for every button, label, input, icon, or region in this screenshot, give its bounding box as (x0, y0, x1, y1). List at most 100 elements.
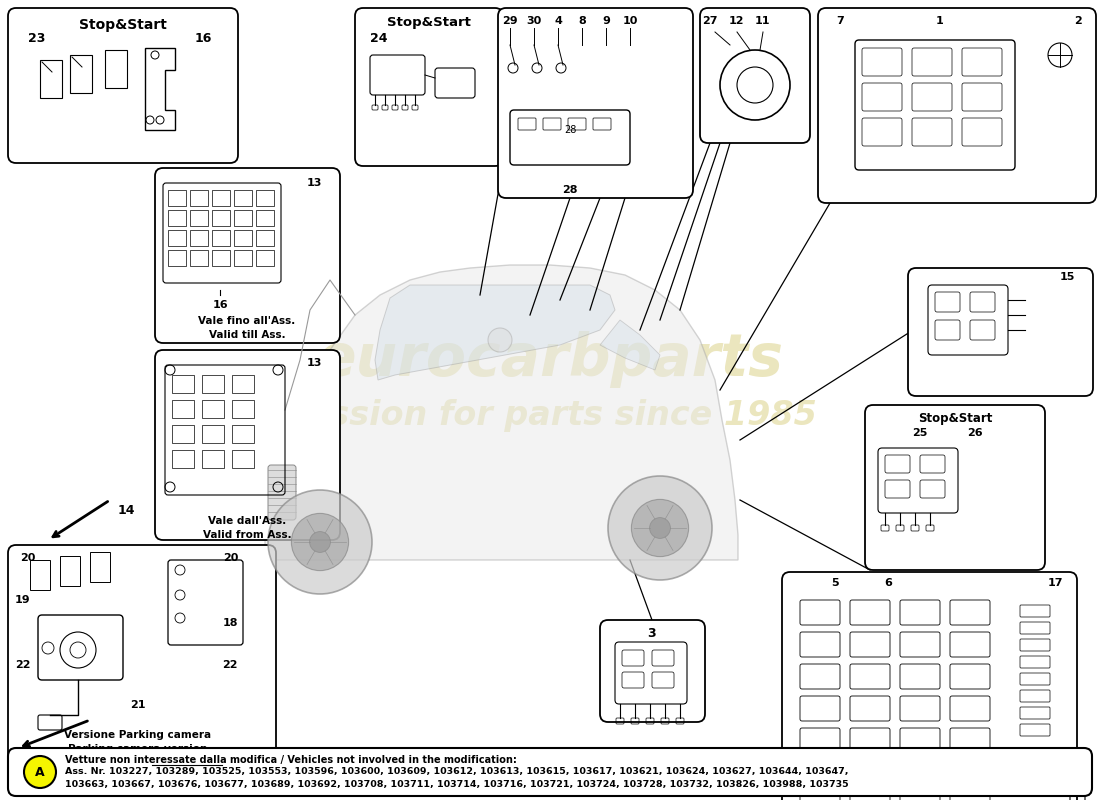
Text: 29: 29 (503, 16, 518, 26)
FancyBboxPatch shape (355, 8, 503, 166)
Bar (190, 190, 208, 206)
Text: 20: 20 (20, 553, 35, 563)
Bar (256, 210, 274, 226)
Text: 13: 13 (307, 178, 322, 188)
Bar (190, 250, 208, 266)
Bar (232, 425, 254, 443)
Bar (256, 250, 274, 266)
FancyBboxPatch shape (8, 545, 276, 760)
Text: Stop&Start: Stop&Start (917, 412, 992, 425)
Bar (190, 230, 208, 246)
Text: Stop&Start: Stop&Start (79, 18, 167, 32)
FancyBboxPatch shape (600, 620, 705, 722)
Polygon shape (265, 265, 738, 560)
Text: Vale dall'Ass.: Vale dall'Ass. (208, 516, 286, 526)
FancyBboxPatch shape (498, 8, 693, 198)
Text: 26: 26 (967, 428, 982, 438)
Bar (234, 190, 252, 206)
Circle shape (309, 532, 330, 552)
Text: 1: 1 (936, 16, 944, 26)
Text: 103663, 103667, 103676, 103677, 103689, 103692, 103708, 103711, 103714, 103716, : 103663, 103667, 103676, 103677, 103689, … (65, 780, 848, 789)
Text: 8: 8 (579, 16, 586, 26)
Text: 25: 25 (912, 428, 927, 438)
Text: Valid till Ass.: Valid till Ass. (209, 330, 285, 340)
Text: Ass. Nr. 103227, 103289, 103525, 103553, 103596, 103600, 103609, 103612, 103613,: Ass. Nr. 103227, 103289, 103525, 103553,… (65, 767, 848, 776)
Text: Versione Parking camera: Versione Parking camera (65, 730, 211, 740)
Text: Vetture non interessate dalla modifica / Vehicles not involved in the modificati: Vetture non interessate dalla modifica /… (65, 755, 517, 765)
Text: 7: 7 (836, 16, 844, 26)
Text: 12: 12 (728, 16, 744, 26)
FancyBboxPatch shape (908, 268, 1093, 396)
Bar (172, 450, 194, 468)
Text: eurocarbparts: eurocarbparts (317, 331, 783, 389)
Bar (212, 190, 230, 206)
Bar (202, 425, 224, 443)
Circle shape (608, 476, 712, 580)
Text: Valid from Ass.: Valid from Ass. (202, 530, 292, 540)
Bar (202, 375, 224, 393)
Bar (212, 210, 230, 226)
Text: 22: 22 (15, 660, 31, 670)
Bar (190, 210, 208, 226)
Text: 16: 16 (195, 32, 212, 45)
Text: 28: 28 (562, 185, 578, 195)
FancyBboxPatch shape (268, 465, 296, 520)
Text: 24: 24 (370, 32, 387, 45)
Text: 5: 5 (832, 578, 839, 588)
Text: Vale fino all'Ass.: Vale fino all'Ass. (198, 316, 296, 326)
Text: 6: 6 (884, 578, 892, 588)
Text: 23: 23 (28, 32, 45, 45)
Text: 4: 4 (554, 16, 562, 26)
Bar (202, 400, 224, 418)
Bar (202, 450, 224, 468)
FancyBboxPatch shape (700, 8, 810, 143)
Bar (256, 190, 274, 206)
Bar (232, 450, 254, 468)
Bar (30, 560, 50, 590)
Text: 22: 22 (222, 660, 238, 670)
Text: 21: 21 (130, 700, 145, 710)
Bar (168, 250, 186, 266)
Text: 20: 20 (222, 553, 238, 563)
Bar (234, 230, 252, 246)
Text: A: A (35, 766, 45, 778)
Text: 30: 30 (527, 16, 541, 26)
Bar (212, 250, 230, 266)
Circle shape (292, 514, 349, 570)
Bar (40, 60, 62, 98)
Circle shape (650, 518, 670, 538)
FancyBboxPatch shape (818, 8, 1096, 203)
Text: 11: 11 (755, 16, 770, 26)
Text: Stop&Start: Stop&Start (387, 16, 471, 29)
Polygon shape (375, 285, 615, 380)
FancyBboxPatch shape (155, 350, 340, 540)
FancyBboxPatch shape (8, 748, 1092, 796)
Circle shape (268, 490, 372, 594)
Text: 17: 17 (1047, 578, 1063, 588)
Text: 9: 9 (602, 16, 609, 26)
Bar (212, 230, 230, 246)
Bar (172, 400, 194, 418)
Text: 15: 15 (1059, 272, 1075, 282)
Bar (60, 556, 80, 586)
Text: 3: 3 (648, 627, 657, 640)
Polygon shape (600, 320, 660, 370)
Text: 2: 2 (1074, 16, 1082, 26)
Bar (168, 230, 186, 246)
Text: passion for parts since 1985: passion for parts since 1985 (283, 398, 817, 431)
Bar (234, 210, 252, 226)
Text: 18: 18 (222, 618, 238, 628)
Bar (90, 552, 110, 582)
Bar (168, 190, 186, 206)
Text: 19: 19 (15, 595, 31, 605)
FancyBboxPatch shape (782, 572, 1077, 800)
Bar (256, 230, 274, 246)
Text: 27: 27 (702, 16, 717, 26)
Text: 10: 10 (623, 16, 638, 26)
Circle shape (631, 499, 689, 557)
Bar (232, 400, 254, 418)
Text: Parking camera version: Parking camera version (68, 744, 208, 754)
Bar (70, 55, 92, 93)
Text: 13: 13 (307, 358, 322, 368)
Bar (232, 375, 254, 393)
